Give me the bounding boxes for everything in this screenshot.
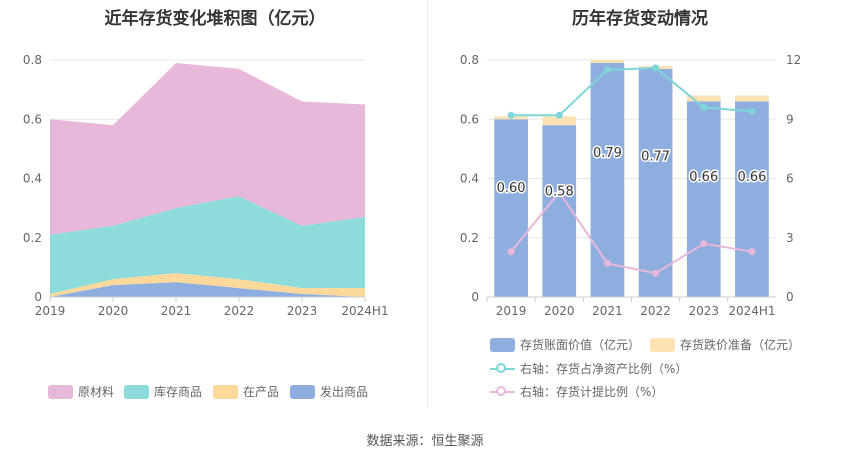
bar-存货账面价值（亿元） [686,101,721,297]
line-point [603,66,611,74]
x-tick-label: 2021 [592,304,623,318]
x-tick-label: 2022 [640,304,671,318]
area-发出商品 [50,282,365,297]
y-tick-label: 0.8 [460,53,479,67]
y2-tick-label: 6 [786,172,794,186]
line-point [700,240,708,248]
legend-item-wip[interactable]: 在产品 [213,383,279,400]
bar-value-label: 0.58 [545,184,574,199]
legend-item-goods-shipped[interactable]: 发出商品 [290,383,368,400]
bar-存货账面价值（亿元） [542,125,577,297]
legend-label: 右轴：存货计提比例（%） [520,385,664,399]
legend-swatch [490,337,515,352]
legend-item-raw-materials[interactable]: 原材料 [48,383,114,400]
legend-label: 发出商品 [320,385,369,399]
right-bar-line-chart: 0 0.2 0.4 0.6 0.8 0 3 6 9 12 2019 2020 2021 2022 2023 2… [460,53,801,318]
y-tick-label: 0.4 [460,172,479,186]
left-chart-title: 近年存货变化堆积图（亿元） [104,9,326,29]
legend-swatch [290,384,315,399]
line-point [748,107,756,115]
line-point [507,111,515,119]
y2-tick-label: 12 [786,53,801,67]
legend-label: 存货账面价值（亿元） [520,338,641,352]
bar-存货跌价准备（亿元） [542,116,577,126]
bar-存货账面价值（亿元） [735,101,769,297]
bar-存货跌价准备（亿元） [686,95,721,102]
x-tick-label: 2024H1 [341,304,388,318]
area-库存商品 [50,196,365,295]
bar-存货跌价准备（亿元） [590,60,625,63]
y-tick-label: 0.8 [23,53,42,67]
y-tick-label: 0.6 [23,112,42,126]
line-point [555,188,563,196]
bar-value-label: 0.79 [593,146,622,161]
line-point [748,248,756,256]
legend-item-finished-goods[interactable]: 库存商品 [124,383,202,400]
legend-item-inventory-ratio[interactable]: 右轴：存货占净资产比例（%） [490,360,687,377]
legend-label: 原材料 [78,385,115,399]
line-point [652,269,660,277]
legend-label: 库存商品 [154,385,203,399]
bar-value-label: 0.77 [641,150,670,165]
right-chart-title: 历年存货变动情况 [572,9,708,29]
legend-label: 在产品 [243,385,280,399]
x-tick-label: 2019 [496,304,527,318]
x-tick-label: 2020 [98,304,129,318]
line-右轴：存货占净资产比例（%） [511,66,752,117]
line-point [652,64,660,72]
y-tick-label: 0.2 [23,231,42,245]
legend-swatch [650,337,675,352]
legend-line-swatch [490,385,515,399]
legend-swatch [124,384,149,399]
chart-divider [427,0,428,408]
bar-存货账面价值（亿元） [494,119,528,297]
y-tick-label: 0.4 [23,172,42,186]
x-tick-label: 2022 [224,304,255,318]
y2-tick-label: 3 [786,231,794,245]
left-stacked-area-chart: 0 0.2 0.4 0.6 0.8 2019 2020 2021 2022 2023 2024H1 [23,53,389,318]
line-point [555,111,563,119]
area-原材料 [50,62,365,235]
bar-存货账面价值（亿元） [590,62,625,298]
x-tick-label: 2023 [688,304,719,318]
line-point [603,259,611,267]
y2-tick-label: 0 [786,290,794,304]
legend-item-impairment[interactable]: 存货跌价准备（亿元） [650,336,800,353]
legend-line-swatch [490,362,515,376]
x-tick-label: 2023 [287,304,318,318]
line-point [700,103,708,111]
legend-swatch [48,384,73,399]
y-tick-label: 0.2 [460,231,479,245]
x-tick-label: 2020 [544,304,575,318]
legend-label: 存货跌价准备（亿元） [680,338,801,352]
line-右轴：存货计提比例（%） [510,190,753,275]
y-tick-label: 0.6 [460,112,479,126]
legend-item-provision-ratio[interactable]: 右轴：存货计提比例（%） [490,383,663,400]
data-source-note: 数据来源：恒生聚源 [366,434,484,449]
y2-tick-label: 9 [786,112,794,126]
legend-item-book-value[interactable]: 存货账面价值（亿元） [490,336,640,353]
line-point [507,248,515,256]
legend-label: 右轴：存货占净资产比例（%） [520,362,688,376]
bar-value-label: 0.66 [689,170,718,185]
bar-存货跌价准备（亿元） [735,95,769,102]
bar-value-label: 0.60 [497,181,526,196]
legend-swatch [213,384,238,399]
bar-value-label: 0.66 [737,170,766,185]
y-tick-label: 0 [471,290,479,304]
bar-存货账面价值（亿元） [638,68,673,297]
x-tick-label: 2021 [161,304,192,318]
x-tick-label: 2024H1 [728,304,775,318]
y-tick-label: 0 [34,290,42,304]
x-tick-label: 2019 [35,304,66,318]
